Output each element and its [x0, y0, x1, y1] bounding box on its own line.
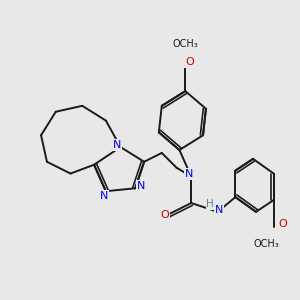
Text: N: N — [185, 169, 193, 179]
Text: N: N — [136, 181, 145, 191]
Text: OCH₃: OCH₃ — [254, 239, 279, 249]
Text: OCH₃: OCH₃ — [172, 39, 198, 49]
Text: O: O — [185, 57, 194, 67]
Text: O: O — [160, 210, 169, 220]
Text: N: N — [215, 206, 224, 215]
Text: O: O — [278, 219, 287, 229]
Text: N: N — [100, 190, 109, 201]
Text: N: N — [113, 140, 121, 150]
Text: H: H — [206, 200, 214, 209]
